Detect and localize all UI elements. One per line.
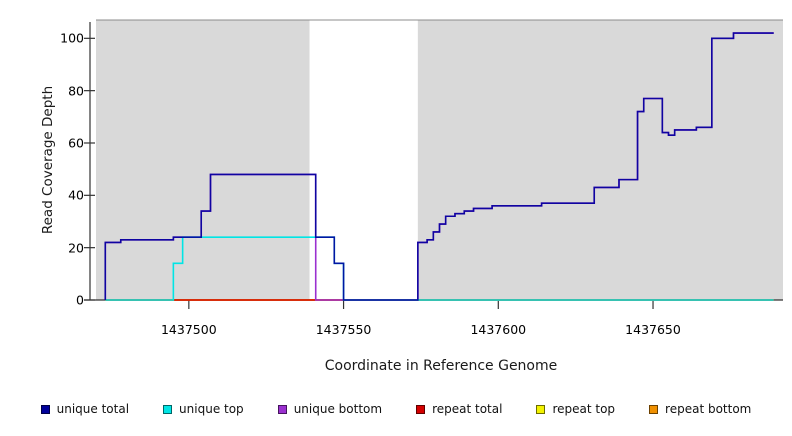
legend-item: unique total [40,402,130,416]
y-tick-label: 20 [68,240,84,256]
legend-label: repeat total [432,402,503,416]
legend-swatch-icon [536,404,546,414]
chart-legend: unique total unique top unique bottom repea… [0,398,792,420]
y-tick-label: 100 [60,30,84,46]
legend-item: repeat bottom [649,402,751,416]
y-tick-label: 40 [68,187,84,203]
y-tick-label: 0 [76,292,84,308]
legend-label: unique total [56,402,130,416]
y-tick-label: 80 [68,83,84,99]
x-axis-title: Coordinate in Reference Genome [324,358,558,374]
legend-item: repeat total [416,402,502,416]
legend-label: repeat bottom [665,402,752,416]
x-tick-label: 1437650 [625,322,681,337]
legend-item: unique bottom [277,402,383,416]
legend-swatch-icon [40,404,50,414]
x-tick-label: 1437550 [315,322,372,337]
x-tick-label: 1437600 [470,322,527,337]
x-tick-label: 1437500 [160,322,217,337]
y-tick-label: 60 [68,135,84,151]
legend-label: unique bottom [293,402,383,416]
legend-label: repeat top [552,402,616,416]
legend-swatch-icon [277,404,287,414]
legend-item: unique top [163,402,244,416]
legend-swatch-icon [649,404,659,414]
legend-label: unique top [179,402,244,416]
y-axis-tick-labels: 0 20 40 60 80 100 [40,0,84,432]
legend-item: repeat top [536,402,615,416]
legend-swatch-icon [416,404,426,414]
legend-swatch-icon [163,404,173,414]
